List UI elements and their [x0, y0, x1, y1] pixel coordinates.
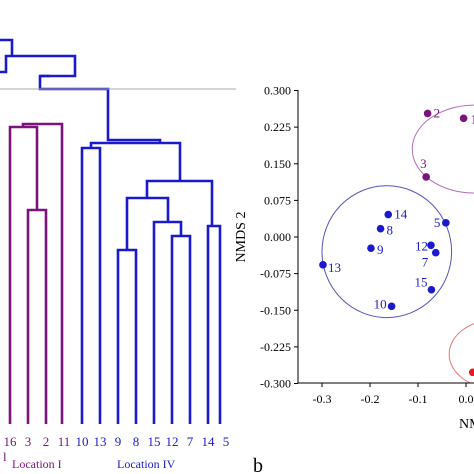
data-point-label: 13: [328, 260, 341, 275]
y-tick-label: 0.075: [264, 193, 291, 207]
dendrogram-leaf-label: 8: [133, 434, 140, 449]
dendrogram-branch: [145, 179, 214, 226]
data-point: [384, 210, 393, 219]
dendrogram-leaf-label: 10: [76, 434, 89, 449]
location-i-label: Location I: [12, 457, 62, 471]
dendrogram-branch: [8, 125, 39, 424]
data-point-label: 3: [420, 156, 427, 171]
data-point-label: 7: [422, 255, 429, 270]
dendrogram-branch: [21, 122, 64, 424]
data-point: [427, 241, 435, 250]
data-point: [422, 173, 430, 181]
dendrogram-branch: [170, 234, 192, 424]
y-tick-label: -0.300: [260, 377, 291, 391]
group-ellipse-red: [448, 323, 474, 383]
panel-label-b: b: [253, 455, 263, 474]
dendrogram-leaf-label: 5: [223, 434, 230, 449]
dendrogram-branch: [38, 74, 162, 143]
dendrogram-leaf-label: 7: [187, 434, 194, 449]
dendrogram-branch: [116, 248, 138, 424]
data-point: [468, 368, 474, 377]
group-ellipse-blue: [321, 185, 453, 319]
point-layer: 2163145891271315101: [319, 105, 474, 377]
nmds-scatter-panel: 0.3000.2250.1500.0750.000-0.075-0.150-0.…: [260, 84, 474, 406]
data-point: [427, 285, 436, 294]
y-axis-title: NMDS 2: [234, 212, 249, 263]
dendrogram-leaf-label: 2: [43, 434, 50, 449]
data-point: [442, 219, 450, 227]
y-tick-label: 0.300: [264, 84, 291, 98]
x-tick-label: -0.1: [409, 392, 428, 406]
data-point-label: 10: [374, 296, 387, 311]
x-tick-label: -0.2: [361, 392, 380, 406]
dendrogram-branch: [0, 38, 14, 56]
y-tick-label: 0.225: [264, 120, 291, 134]
dendrogram-branch: [206, 224, 222, 424]
y-tick-label: 0.000: [264, 230, 291, 244]
data-point: [319, 261, 327, 269]
dendrogram-branch: [89, 141, 182, 181]
data-point: [367, 244, 375, 253]
data-point-label: 16: [471, 111, 474, 126]
data-point-label: 12: [415, 238, 428, 253]
data-point: [376, 224, 385, 233]
y-tick-label: 0.150: [264, 157, 291, 171]
data-point-label: 15: [414, 275, 427, 290]
y-tick-label: -0.225: [260, 340, 291, 354]
dendrogram-leaf-label: 11: [58, 434, 71, 449]
x-axis-title: NMDS 1: [459, 417, 474, 432]
dendrogram-branch: [125, 196, 170, 250]
data-point: [387, 302, 396, 311]
dendrogram-leaf-label: 12: [166, 434, 179, 449]
dendrogram-leaf-label: 14: [202, 434, 216, 449]
dendrogram-panel: 16 3 2 11 10 13 9 8 15 12 7 14 5: [0, 38, 230, 449]
data-point-label: 14: [394, 207, 408, 222]
x-tick-label: 0.0: [459, 392, 474, 406]
data-point: [459, 114, 468, 123]
data-point-label: 9: [377, 242, 384, 257]
dendrogram-partial-label: l: [3, 449, 7, 464]
ellipse-layer: [321, 104, 474, 383]
dendrogram-leaf-label: 16: [4, 434, 18, 449]
dendrogram-branch: [152, 220, 183, 424]
y-tick-label: -0.075: [260, 267, 291, 281]
dendrogram-leaf-label: 3: [25, 434, 32, 449]
dendrogram-leaf-label: 9: [115, 434, 122, 449]
dendrogram-leaf-label: 15: [148, 434, 161, 449]
dendrogram-branch: [80, 146, 102, 424]
data-point-label: 5: [434, 215, 441, 230]
y-tick-label: -0.150: [260, 303, 291, 317]
data-point-label: 8: [387, 223, 394, 238]
group-ellipse-purple: [411, 104, 474, 194]
dendrogram-leaf-label: 13: [94, 434, 107, 449]
dendrogram-branch: [0, 54, 77, 78]
data-point-label: 2: [434, 105, 441, 120]
dendrogram-branch: [26, 208, 48, 424]
x-tick-label: -0.3: [313, 392, 332, 406]
location-iv-label: Location IV: [117, 457, 176, 471]
data-point: [423, 109, 432, 118]
data-point: [431, 248, 440, 257]
